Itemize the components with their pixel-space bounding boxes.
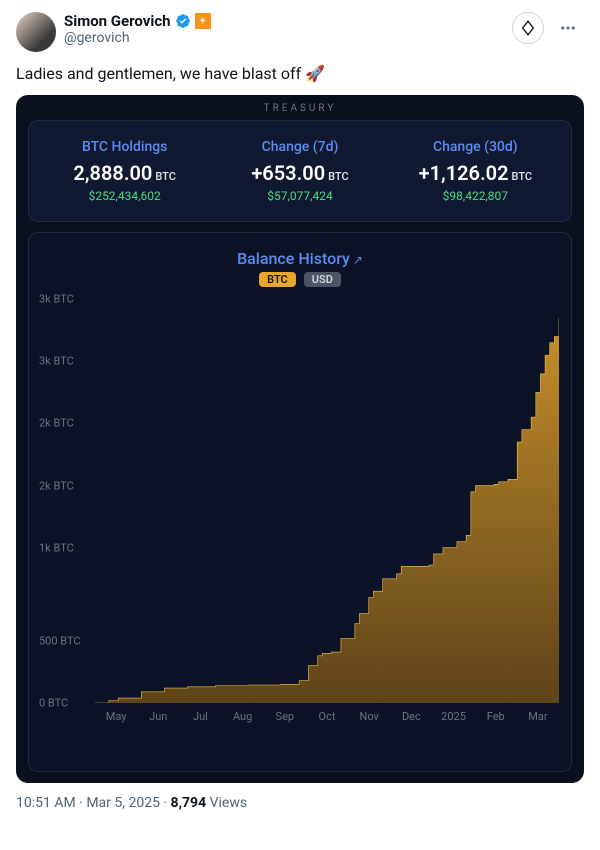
y-tick-label: 500 BTC bbox=[39, 634, 81, 647]
y-tick-label: 1k BTC bbox=[39, 541, 74, 554]
x-tick-label: May bbox=[106, 710, 127, 723]
external-link-icon: ↗ bbox=[353, 253, 363, 267]
stat-unit: BTC bbox=[155, 170, 176, 183]
stat-usd: $57,077,424 bbox=[212, 189, 387, 203]
legend-usd[interactable]: USD bbox=[304, 272, 341, 287]
balance-history-chart: Balance History↗ BTC USD 3k BTC 3k BTC 2k … bbox=[28, 232, 572, 772]
stat-usd: $98,422,807 bbox=[388, 189, 563, 203]
stat-label: Change (30d) bbox=[388, 139, 563, 155]
stat-label: Change (7d) bbox=[212, 139, 387, 155]
grok-button[interactable] bbox=[512, 12, 544, 44]
x-tick-label: Dec bbox=[402, 710, 421, 723]
verified-badge-icon bbox=[175, 13, 191, 29]
x-tick-label: Nov bbox=[359, 710, 378, 723]
x-tick-label: Mar bbox=[528, 710, 547, 723]
y-tick-label: 3k BTC bbox=[39, 293, 74, 306]
user-block: Simon Gerovich ✦ @gerovich bbox=[64, 12, 504, 46]
x-tick-label: Sep bbox=[276, 710, 295, 723]
avatar[interactable] bbox=[16, 12, 56, 52]
x-tick-label: Jul bbox=[193, 710, 208, 723]
stat-unit: BTC bbox=[328, 170, 349, 183]
tweet-header: Simon Gerovich ✦ @gerovich bbox=[16, 12, 584, 52]
stat-change7d: Change (7d) +653.00BTC $57,077,424 bbox=[212, 139, 387, 203]
y-tick-label: 2k BTC bbox=[39, 417, 74, 430]
handle[interactable]: @gerovich bbox=[64, 30, 504, 46]
meta-views-label: Views bbox=[210, 795, 248, 811]
stat-unit: BTC bbox=[512, 170, 533, 183]
meta-time[interactable]: 10:51 AM bbox=[16, 795, 76, 811]
plot-area: 3k BTC 3k BTC 2k BTC 2k BTC 1k BTC 500 BTC 0 B… bbox=[33, 293, 567, 723]
stat-change30d: Change (30d) +1,126.02BTC $98,422,807 bbox=[388, 139, 563, 203]
meta-date[interactable]: Mar 5, 2025 bbox=[86, 795, 160, 811]
stat-usd: $252,434,602 bbox=[37, 189, 212, 203]
premium-badge-icon: ✦ bbox=[195, 13, 211, 29]
treasury-label: TREASURY bbox=[28, 103, 572, 114]
x-tick-label: Feb bbox=[487, 710, 505, 723]
stat-value: 2,888.00 bbox=[73, 161, 152, 185]
tweet-meta: 10:51 AM · Mar 5, 2025 · 8,794 Views bbox=[16, 795, 584, 811]
stat-label: BTC Holdings bbox=[37, 139, 212, 155]
chart-title[interactable]: Balance History↗ bbox=[33, 249, 567, 268]
x-tick-label: Aug bbox=[233, 710, 252, 723]
stat-holdings: BTC Holdings 2,888.00BTC $252,434,602 bbox=[37, 139, 212, 203]
meta-views-count[interactable]: 8,794 bbox=[171, 795, 207, 811]
x-tick-label: 2025 bbox=[441, 710, 466, 723]
x-tick-label: Jun bbox=[149, 710, 167, 723]
x-tick-label: Oct bbox=[319, 710, 336, 723]
y-tick-label: 2k BTC bbox=[39, 479, 74, 492]
legend-btc[interactable]: BTC bbox=[259, 272, 296, 287]
chart-title-text: Balance History bbox=[237, 249, 350, 268]
tweet-text: Ladies and gentlemen, we have blast off … bbox=[16, 64, 584, 83]
treasury-card: TREASURY BTC Holdings 2,888.00BTC $252,4… bbox=[16, 95, 584, 783]
y-tick-label: 3k BTC bbox=[39, 355, 74, 368]
more-button[interactable] bbox=[552, 12, 584, 44]
chart-legend: BTC USD bbox=[33, 272, 567, 287]
display-name[interactable]: Simon Gerovich bbox=[64, 12, 171, 30]
y-tick-label: 0 BTC bbox=[39, 697, 68, 710]
stat-value: +653.00 bbox=[251, 161, 325, 185]
stat-value: +1,126.02 bbox=[419, 161, 509, 185]
stats-row: BTC Holdings 2,888.00BTC $252,434,602 Ch… bbox=[28, 120, 572, 222]
